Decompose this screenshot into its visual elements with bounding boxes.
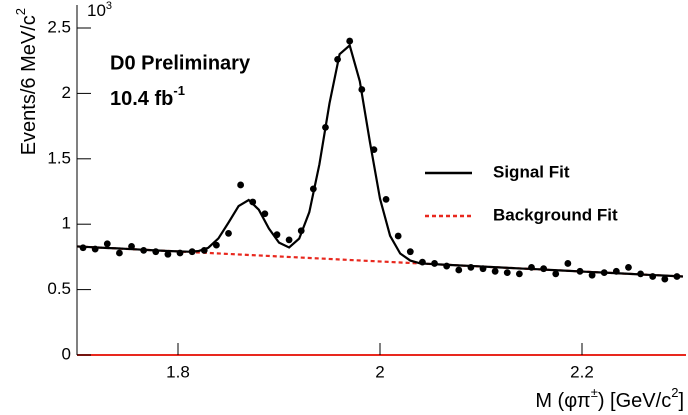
- data-point: [309, 185, 317, 193]
- data-point: [164, 250, 172, 258]
- data-point: [467, 263, 475, 271]
- x-label-text: M (φπ: [535, 390, 590, 412]
- data-point: [637, 270, 644, 278]
- data-point: [540, 265, 548, 273]
- data-point: [200, 246, 208, 254]
- data-point: [322, 124, 329, 131]
- data-point: [419, 258, 426, 266]
- data-point: [431, 260, 438, 267]
- data-point: [273, 231, 281, 239]
- data-point: [212, 241, 220, 249]
- x-tick-label: 2: [375, 362, 384, 381]
- data-point: [491, 267, 499, 275]
- data-point: [225, 229, 232, 237]
- fit-line: [76, 43, 684, 278]
- annotation: D0 Preliminary: [110, 52, 251, 74]
- data-point: [564, 260, 572, 267]
- data-point: [176, 249, 184, 257]
- data-point: [552, 270, 560, 278]
- y-tick-label: 0.5: [47, 279, 71, 298]
- data-point: [346, 37, 354, 45]
- exponent-sup: 3: [106, 0, 112, 12]
- y-tick-label: 0: [62, 344, 71, 363]
- exponent-base: 10: [87, 1, 106, 20]
- data-point: [285, 236, 293, 244]
- data-point: [382, 195, 390, 203]
- y-axis-label: Events/6 MeV/c2: [13, 8, 40, 155]
- x-tick-label: 1.8: [166, 362, 190, 381]
- data-point: [455, 266, 463, 274]
- data-point: [79, 244, 87, 252]
- data-point: [152, 248, 160, 256]
- data-point: [394, 232, 402, 240]
- y-tick-label: 2.5: [47, 17, 71, 36]
- data-point: [576, 267, 584, 275]
- x-axis-label: M (φπ±) [GeV/c2]: [535, 385, 684, 412]
- data-point: [334, 55, 341, 63]
- data-point: [443, 262, 451, 270]
- data-point: [625, 263, 632, 271]
- legend-label: Background Fit: [493, 205, 618, 224]
- x-tick-label: 2.2: [570, 362, 594, 381]
- data-point: [358, 86, 366, 93]
- data-point: [503, 269, 511, 276]
- y-label-sup: 2: [13, 8, 28, 15]
- annotation-sup: -1: [173, 83, 185, 98]
- data-point: [612, 267, 620, 275]
- data-point: [479, 265, 487, 273]
- data-point: [261, 210, 269, 218]
- data-point: [297, 227, 305, 235]
- data-point: [237, 181, 245, 189]
- data-point: [249, 198, 257, 206]
- y-tick-label: 2: [62, 83, 71, 102]
- data-point: [528, 263, 535, 271]
- data-point: [140, 246, 148, 254]
- x-label-sup2: 2: [671, 385, 678, 400]
- y-tick-label: 1: [62, 214, 71, 233]
- legend-label: Signal Fit: [493, 162, 570, 181]
- data-point: [188, 248, 196, 256]
- data-point: [673, 273, 681, 280]
- data-point: [116, 249, 123, 257]
- data-point: [600, 269, 608, 276]
- data-point: [649, 273, 657, 280]
- data-point: [91, 245, 99, 253]
- data-point: [370, 146, 378, 154]
- data-point: [661, 275, 669, 283]
- annotation-text: 10.4 fb: [110, 88, 173, 110]
- x-label-after: ) [GeV/c: [598, 390, 671, 412]
- data-point: [588, 271, 596, 279]
- exponent-label: 103: [87, 0, 112, 20]
- annotation: 10.4 fb-1: [110, 83, 185, 110]
- data-point: [406, 248, 414, 256]
- y-label-text: Events/6 MeV/c: [18, 15, 40, 155]
- data-point: [103, 240, 111, 248]
- x-label-end: ]: [678, 390, 684, 412]
- x-label-sup: ±: [591, 385, 598, 400]
- data-point: [128, 243, 135, 250]
- data-point: [515, 270, 523, 278]
- y-tick-label: 1.5: [47, 148, 71, 167]
